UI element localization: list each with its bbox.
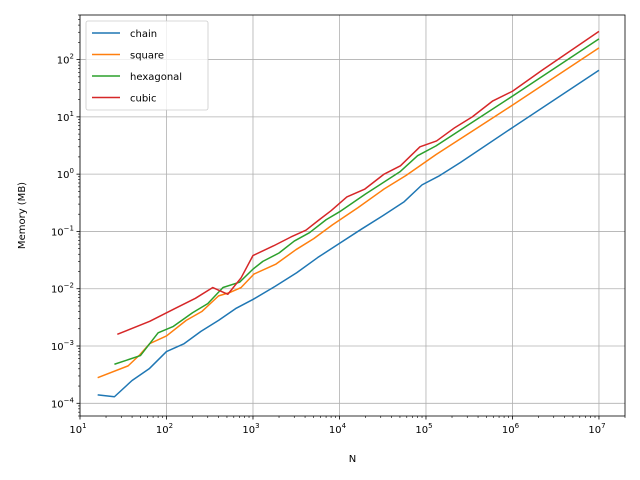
- y-axis-label: Memory (MB): [17, 182, 28, 249]
- y-tick-label: 100: [57, 167, 74, 181]
- y-tick-label-exponent: 2: [70, 53, 74, 61]
- y-tick-label-base: 10: [51, 285, 64, 296]
- y-tick-label-exponent: 0: [70, 167, 74, 175]
- x-axis-label: N: [349, 454, 356, 465]
- y-tick-label: 101: [57, 110, 74, 124]
- legend: chain square hexagonal cubic: [85, 20, 209, 111]
- legend-box: [85, 20, 209, 111]
- series-line-hexagonal: [114, 38, 600, 365]
- x-tick-label-base: 10: [69, 425, 82, 436]
- x-tick-label: 105: [415, 422, 432, 436]
- y-tick-label: 10−3: [51, 339, 74, 353]
- series-line-square: [97, 47, 600, 379]
- x-tick-label-base: 10: [329, 425, 342, 436]
- y-tick-label: 10−2: [51, 282, 74, 296]
- series-line-chain: [97, 69, 600, 398]
- x-tick-label-base: 10: [156, 425, 169, 436]
- legend-label-square: square: [130, 51, 164, 62]
- y-tick-label-base: 10: [51, 399, 64, 410]
- x-tick-label-base: 10: [415, 425, 428, 436]
- x-tick-label-base: 10: [242, 425, 255, 436]
- y-tick-label: 102: [57, 53, 74, 67]
- x-tick-label-exponent: 4: [342, 422, 347, 430]
- series-line-cubic: [117, 30, 600, 336]
- x-tick-label: 107: [588, 422, 605, 436]
- x-tick-label: 103: [242, 422, 259, 436]
- x-tick-label: 106: [502, 422, 520, 436]
- y-tick-label-base: 10: [51, 342, 64, 353]
- x-tick-label-exponent: 6: [515, 422, 520, 430]
- x-tick-label-exponent: 2: [169, 422, 173, 430]
- x-tick-label-base: 10: [502, 425, 515, 436]
- legend-label-cubic: cubic: [130, 94, 156, 105]
- y-tick-label: 10−1: [51, 224, 74, 238]
- grid: [79, 15, 625, 416]
- x-tick-label: 102: [156, 422, 173, 436]
- axis-ticks: 101 102 103 104 105 106 10710−410−310−210−1100…: [51, 14, 626, 436]
- x-tick-label-exponent: 5: [428, 422, 432, 430]
- y-tick-label-exponent: −3: [64, 339, 74, 347]
- series-lines: [97, 30, 600, 398]
- legend-label-chain: chain: [130, 29, 157, 40]
- y-tick-label-exponent: −2: [64, 282, 74, 290]
- y-tick-label-base: 10: [57, 113, 70, 124]
- legend-label-hexagonal: hexagonal: [130, 72, 182, 83]
- x-tick-label-exponent: 3: [255, 422, 259, 430]
- y-tick-label: 10−4: [51, 396, 75, 410]
- x-tick-label-exponent: 7: [601, 422, 605, 430]
- y-tick-label-base: 10: [51, 227, 64, 238]
- x-tick-label: 104: [329, 422, 347, 436]
- y-tick-label-exponent: 1: [70, 110, 74, 118]
- x-tick-label: 101: [69, 422, 86, 436]
- x-tick-label-base: 10: [588, 425, 601, 436]
- y-tick-label-base: 10: [57, 56, 70, 67]
- y-tick-label-exponent: −4: [64, 396, 75, 404]
- y-tick-label-exponent: −1: [64, 224, 74, 232]
- x-tick-label-exponent: 1: [82, 422, 86, 430]
- plot-frame: [79, 14, 626, 417]
- y-tick-label-base: 10: [57, 170, 70, 181]
